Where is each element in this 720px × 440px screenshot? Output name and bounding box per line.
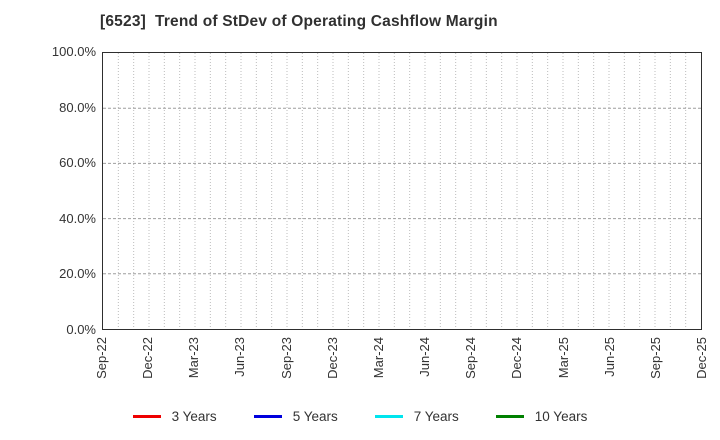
chart-title: [6523] Trend of StDev of Operating Cashf…	[100, 13, 498, 30]
y-tick-label: 20.0%	[59, 266, 96, 282]
legend-item-10-years: 10 Years	[495, 408, 588, 424]
legend: 3 Years 5 Years 7 Years 10 Years	[0, 404, 720, 428]
y-tick-label: 80.0%	[59, 99, 96, 115]
legend-item-3-years: 3 Years	[132, 408, 217, 424]
legend-line-swatch	[253, 414, 282, 418]
x-tick-label: Jun-23	[232, 337, 248, 377]
x-tick-label: Mar-24	[370, 337, 386, 379]
grid-lines	[103, 53, 701, 329]
legend-label: 3 Years	[171, 408, 217, 424]
x-tick-label: Sep-23	[278, 337, 294, 379]
legend-line-swatch	[374, 414, 403, 418]
y-tick-label: 100.0%	[51, 44, 96, 59]
legend-label: 5 Years	[292, 408, 338, 424]
legend-item-7-years: 7 Years	[374, 408, 459, 424]
plot-area	[102, 52, 702, 330]
x-tick-label: Sep-24	[463, 337, 479, 379]
legend-label: 7 Years	[413, 408, 459, 424]
y-tick-label: 0.0%	[66, 322, 96, 337]
x-tick-label: Dec-25	[694, 337, 709, 379]
x-tick-label: Jun-25	[601, 337, 617, 377]
y-tick-label: 40.0%	[59, 210, 96, 226]
legend-line-swatch	[132, 414, 161, 418]
x-tick-label: Dec-22	[140, 337, 156, 379]
legend-label: 10 Years	[534, 408, 588, 424]
x-tick-label: Jun-24	[417, 337, 433, 377]
x-tick-label: Dec-24	[509, 337, 525, 379]
legend-line-swatch	[495, 414, 524, 418]
x-tick-label: Dec-23	[324, 337, 340, 379]
y-tick-label: 60.0%	[59, 155, 96, 171]
x-tick-label: Mar-25	[555, 337, 571, 379]
x-tick-label: Sep-25	[647, 337, 663, 379]
legend-item-5-years: 5 Years	[253, 408, 338, 424]
x-tick-label: Mar-23	[186, 337, 202, 379]
x-tick-label: Sep-22	[94, 337, 109, 379]
